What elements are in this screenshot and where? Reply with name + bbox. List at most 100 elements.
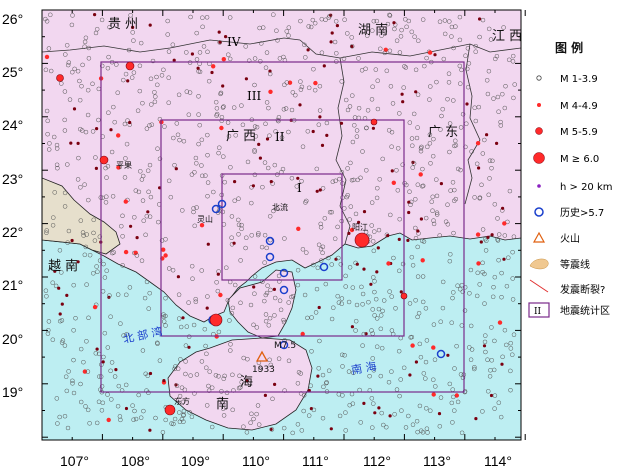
- quake-point: [216, 272, 220, 276]
- quake-point: [339, 79, 344, 84]
- quake-point: [466, 61, 472, 66]
- quake-point: [413, 235, 419, 241]
- quake-point: [150, 58, 156, 64]
- quake-point: [298, 103, 302, 107]
- quake-point: [230, 407, 235, 413]
- quake-point: [499, 294, 504, 300]
- quake-point: [497, 320, 503, 325]
- quake-point: [123, 199, 128, 204]
- quake-point: [452, 408, 457, 413]
- legend-item: M 4-4.9: [537, 101, 598, 112]
- quake-point: [254, 124, 260, 130]
- quake-point: [451, 98, 456, 103]
- quake-point: [251, 184, 255, 188]
- quake-point: [409, 136, 415, 141]
- quake-point: [408, 202, 413, 207]
- quake-point: [81, 359, 86, 365]
- quake-point: [362, 401, 366, 405]
- quake-point: [256, 231, 261, 236]
- quake-point: [423, 376, 428, 381]
- lon-label: 110°: [242, 453, 270, 469]
- quake-point: [373, 296, 379, 302]
- quake-point: [184, 50, 189, 55]
- quake-point: [330, 31, 334, 35]
- quake-point: [287, 80, 293, 85]
- quake-point: [59, 270, 64, 275]
- small-red-dot-icon: [537, 103, 541, 107]
- quake-point: [121, 77, 126, 83]
- quake-point: [177, 410, 182, 415]
- quake-point: [331, 305, 336, 310]
- legend-label: M 5-5.9: [560, 127, 598, 138]
- quake-point: [78, 218, 84, 223]
- quake-point: [259, 244, 265, 250]
- quake-point: [220, 105, 226, 110]
- quake-point: [77, 78, 82, 84]
- quake-point: [508, 368, 513, 374]
- quake-point: [400, 162, 405, 167]
- quake-point: [306, 48, 310, 52]
- quake-point: [204, 365, 209, 370]
- quake-point: [128, 120, 132, 125]
- quake-point: [174, 167, 178, 171]
- quake-point: [124, 332, 129, 337]
- quake-point: [146, 189, 151, 195]
- quake-point: [106, 110, 111, 115]
- quake-point: [218, 90, 224, 96]
- quake-point: [290, 293, 296, 299]
- quake-point: [101, 360, 105, 364]
- quake-point: [165, 32, 170, 37]
- quake-point: [370, 425, 375, 430]
- quake-point: [255, 232, 261, 238]
- quake-point: [500, 362, 504, 366]
- quake-point: [300, 247, 306, 252]
- quake-point: [395, 146, 401, 151]
- lat-label: 20°: [2, 331, 23, 347]
- quake-point: [442, 18, 448, 23]
- quake-point: [102, 275, 108, 280]
- quake-point: [119, 223, 124, 229]
- quake-point: [213, 373, 219, 378]
- province-label-hunan: 湖 南: [358, 22, 388, 38]
- quake-point: [392, 26, 397, 32]
- quake-point: [499, 270, 504, 276]
- quake-point: [138, 40, 144, 46]
- quake-point: [492, 338, 497, 344]
- quake-point: [199, 137, 205, 143]
- quake-point: [154, 74, 159, 80]
- quake-point: [286, 33, 291, 38]
- statistical-zones: [100, 61, 465, 393]
- quake-point: [284, 80, 290, 85]
- quake-point: [278, 307, 284, 313]
- axis-ticks: [41, 9, 526, 440]
- quake-point: [191, 209, 196, 215]
- quake-point: [104, 175, 109, 180]
- quake-point: [329, 40, 333, 44]
- quake-point: [221, 376, 226, 381]
- quake-point: [510, 59, 516, 64]
- quake-point: [281, 425, 287, 431]
- lat-label: 22°: [2, 224, 23, 240]
- quake-point: [482, 344, 487, 348]
- quake-point: [439, 113, 444, 119]
- quake-point: [156, 219, 161, 225]
- quake-point: [311, 262, 316, 268]
- quake-point: [243, 245, 248, 251]
- quake-point: [71, 328, 76, 333]
- legend-label: 等震线: [560, 258, 590, 271]
- quake-point: [415, 274, 421, 279]
- quake-point: [252, 149, 257, 154]
- quake-point: [510, 249, 515, 255]
- quake-point: [388, 414, 392, 418]
- quake-point: [299, 428, 305, 433]
- quake-point: [120, 234, 125, 239]
- quake-point: [109, 149, 115, 155]
- quake-point: [44, 228, 49, 233]
- quake-point: [201, 44, 207, 49]
- quake-point: [252, 285, 256, 289]
- quake-point: [166, 75, 171, 80]
- quake-point: [302, 292, 308, 298]
- quake-point: [380, 156, 385, 162]
- quake-point: [51, 215, 56, 220]
- quake-point: [258, 367, 263, 372]
